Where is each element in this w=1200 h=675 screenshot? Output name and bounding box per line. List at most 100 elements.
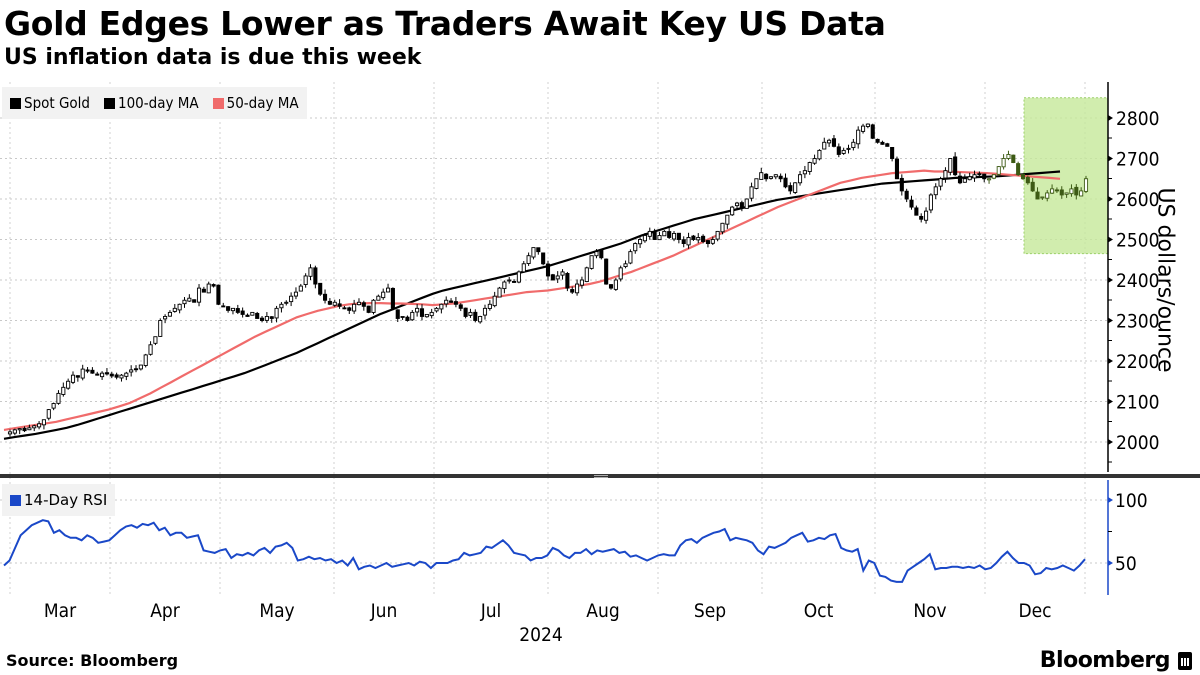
candle-body-up [492,295,497,307]
candle [415,304,420,317]
candle-body-up [487,303,492,309]
candle [1006,150,1011,161]
candle-body-down [512,280,517,283]
candle-body-up [516,271,521,283]
candle-body-down [240,310,245,315]
candle [32,424,37,432]
candle-body-down [909,199,914,208]
price-legend: Spot Gold 100-day MA 50-day MA [2,87,307,119]
candle-body-up [507,279,512,282]
candle-body-down [114,374,119,378]
candle-body-down [255,312,260,319]
candle-body-down [221,305,226,308]
candle [221,302,226,308]
candle [885,142,890,147]
candle-body-up [274,307,279,319]
candle [274,305,279,323]
candle [1069,184,1074,197]
candle-body-down [1011,154,1016,163]
candle-body-down [836,146,841,155]
candle [633,242,638,254]
candle-body-down [133,368,139,371]
candle-body-up [352,303,357,312]
candle [652,228,657,241]
candle-body-down [473,311,478,321]
candle-body-down [390,287,395,309]
candle [1040,196,1045,200]
candle [725,214,730,229]
candle [865,123,870,129]
candle-body-up [531,247,536,258]
candle [497,286,502,298]
x-tick-label: Dec [1018,600,1051,622]
candle-body-up [987,178,992,181]
price-tick-marker [1108,439,1113,445]
panel-divider[interactable] [0,474,1200,478]
candle [933,183,938,200]
candle-body-up [846,147,851,150]
price-tick-marker [1108,196,1113,202]
candle [953,152,958,176]
legend-item-spot-gold[interactable]: Spot Gold [10,94,90,112]
candle [1025,175,1030,185]
candle [521,261,526,273]
rsi-tick-marker [1108,560,1113,566]
candle-body-down [109,373,114,377]
price-tick-marker [1108,398,1113,405]
candle-body-up [793,182,798,193]
x-tick-label: Jun [370,600,398,622]
candle-body-down [216,284,221,305]
candle-body-down [419,308,425,317]
price-tick-marker [1108,277,1113,283]
candle [1030,178,1035,192]
candle [245,313,250,317]
legend-item-ma100[interactable]: 100-day MA [104,94,199,112]
candle-body-down [1030,181,1035,192]
candle [599,249,604,260]
candle-body-up [444,299,449,305]
candle-body-up [298,285,303,292]
rsi-legend-label[interactable]: 14-Day RSI [24,491,108,509]
candle-body-down [405,316,410,321]
candle [22,426,27,433]
candle [80,364,85,381]
candle-body-up [642,234,647,242]
candle-body-down [899,177,904,192]
candle-body-down [788,185,793,192]
candle [405,315,410,322]
price-tick-label: 2400 [1116,270,1160,292]
candle-body-up [70,374,76,383]
candle-body-down [90,369,95,374]
candle-body-down [880,141,885,145]
legend-item-ma50[interactable]: 50-day MA [212,94,299,112]
ma50-line-group [3,169,1061,431]
price-tick-marker [1108,155,1113,162]
candle-body-down [599,249,604,259]
candle-body-up [410,311,415,321]
candle [41,419,46,430]
candle [894,156,900,180]
candle [851,138,856,151]
candle-body-down [870,124,875,139]
price-tick-label: 2300 [1116,311,1160,333]
candle-body-down [235,308,240,313]
candle-body-up [482,307,488,316]
candle [1059,186,1064,199]
candle [196,284,202,307]
candle-body-up [27,427,32,431]
candle-body-up [429,311,434,317]
candle [27,424,32,431]
candle-body-up [768,176,774,179]
legend-label: 100-day MA [118,94,199,112]
candle [720,222,725,235]
candle [187,294,192,302]
candle [608,284,614,290]
candle-body-down [705,240,710,244]
candle [870,123,875,140]
candle [429,308,434,319]
candle [293,287,299,300]
candle-body-up [575,283,580,294]
candle-body-up [991,174,996,179]
candle-body-up [584,267,589,283]
legend-label: Spot Gold [24,94,90,112]
